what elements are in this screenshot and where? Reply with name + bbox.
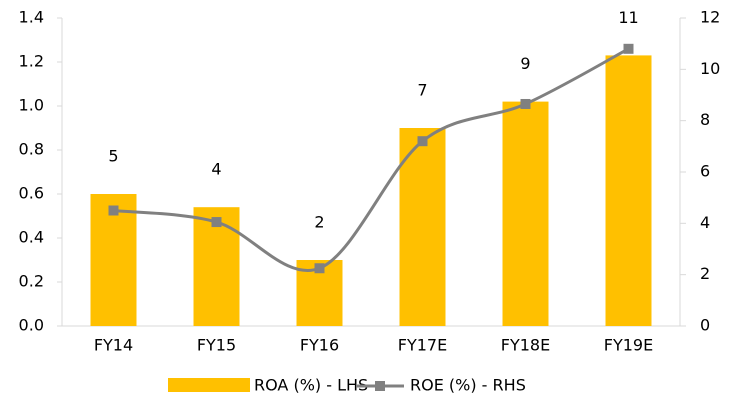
bar <box>90 194 137 326</box>
line <box>113 47 630 272</box>
y-tick-label: 1.2 <box>19 52 44 71</box>
y-tick-label: 1.0 <box>19 96 44 115</box>
y2-tick-label: 8 <box>700 110 710 129</box>
x-tick-label: FY14 <box>94 336 133 355</box>
bar <box>502 101 549 326</box>
marker <box>108 205 119 216</box>
legend-swatch <box>375 381 385 391</box>
marker <box>417 136 428 147</box>
marker <box>623 43 634 54</box>
y2-tick-label: 0 <box>700 316 710 335</box>
marker <box>211 217 222 228</box>
y-tick-label: 0.4 <box>19 228 44 247</box>
y2-tick-label: 12 <box>700 8 720 27</box>
data-label: 5 <box>108 147 118 166</box>
x-tick-label: FY18E <box>501 336 550 355</box>
y-tick-label: 0.8 <box>19 140 44 159</box>
x-tick-label: FY16 <box>300 336 339 355</box>
y-tick-label: 1.4 <box>19 8 44 27</box>
bar <box>399 128 446 326</box>
x-tick-label: FY15 <box>197 336 236 355</box>
data-label: 9 <box>520 54 530 73</box>
bar <box>605 55 652 327</box>
x-tick-label: FY19E <box>604 336 653 355</box>
y2-tick-label: 10 <box>700 59 720 78</box>
data-label: 11 <box>618 8 638 27</box>
y-tick-label: 0.2 <box>19 272 44 291</box>
y-tick-label: 0.6 <box>19 184 44 203</box>
legend-label: ROE (%) - RHS <box>410 376 526 395</box>
data-label: 7 <box>417 81 427 100</box>
x-tick-label: FY17E <box>398 336 447 355</box>
marker <box>314 263 325 274</box>
marker <box>520 98 531 109</box>
y2-tick-label: 4 <box>700 213 710 232</box>
legend-label: ROA (%) - LHS <box>254 376 368 395</box>
y2-tick-label: 2 <box>700 264 710 283</box>
legend-swatch <box>168 378 250 392</box>
data-label: 2 <box>314 213 324 232</box>
data-label: 4 <box>211 160 221 179</box>
y2-tick-label: 6 <box>700 162 710 181</box>
y-tick-label: 0.0 <box>19 316 44 335</box>
